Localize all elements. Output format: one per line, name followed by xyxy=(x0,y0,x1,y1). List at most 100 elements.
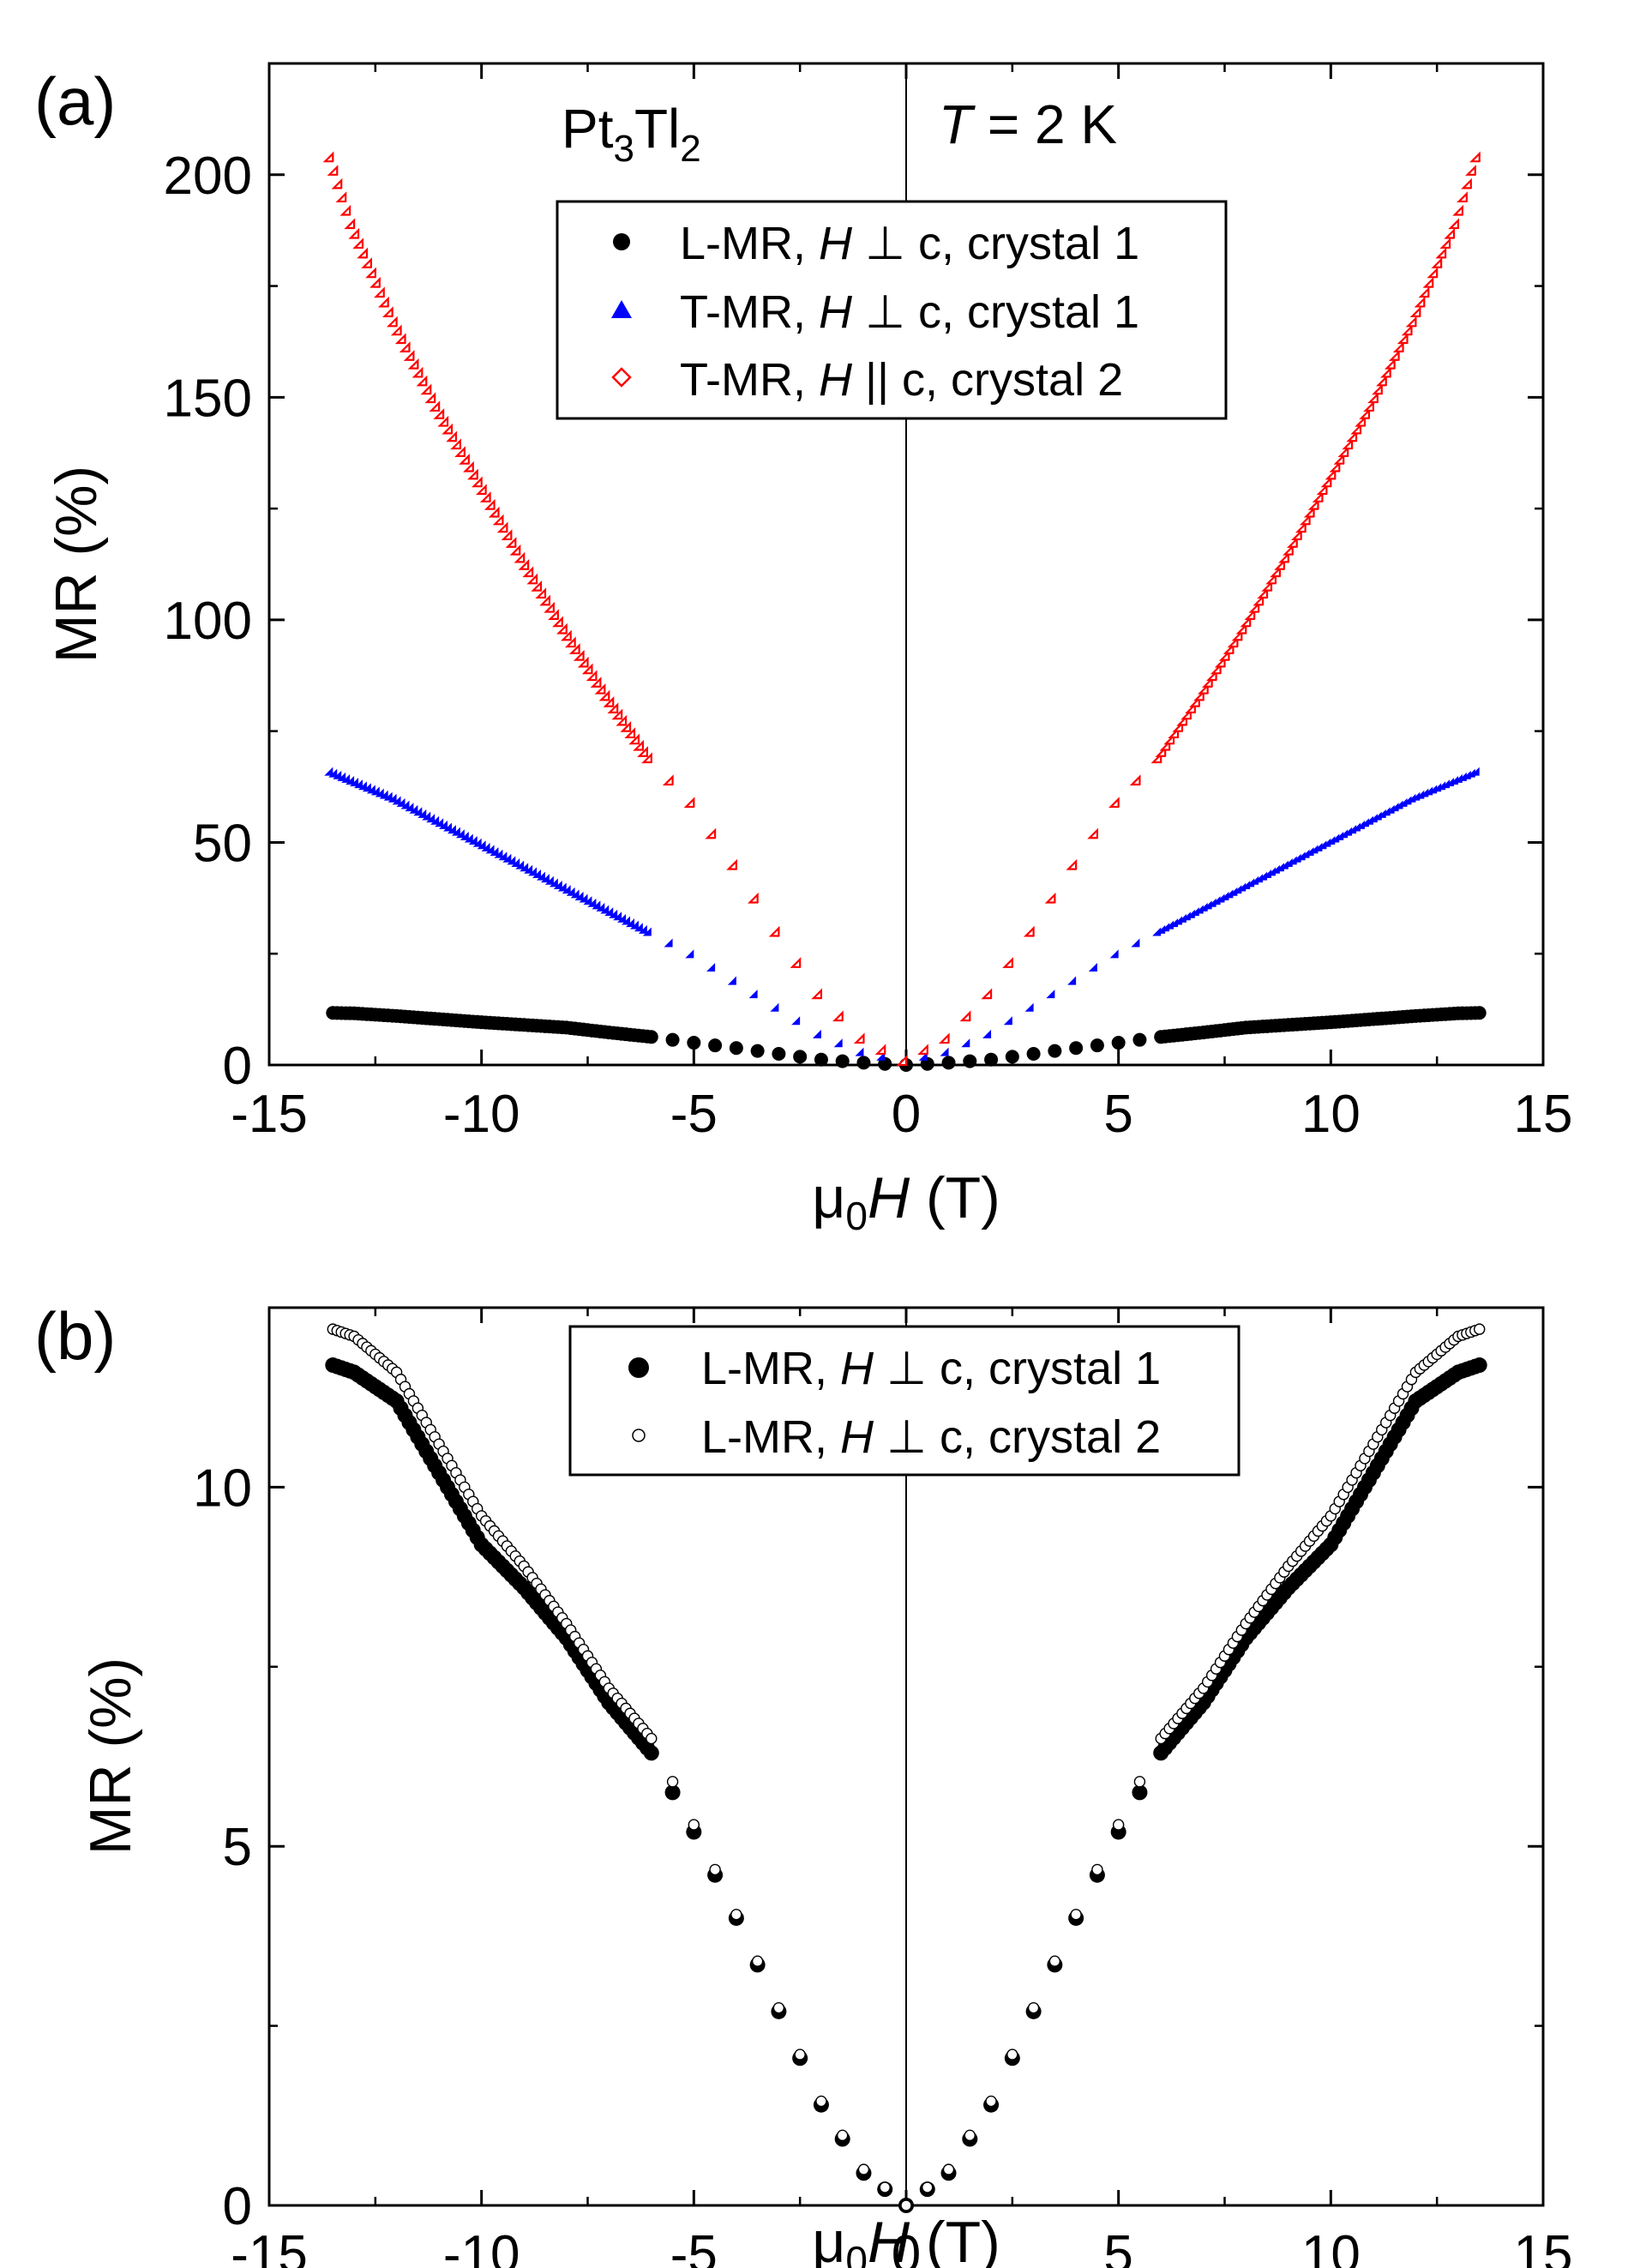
data-point-tmr2 xyxy=(1044,892,1056,904)
data-point-tmr1 xyxy=(1381,807,1391,816)
x-label-h-b: H xyxy=(868,2210,910,2268)
data-point-tmr2 xyxy=(327,165,339,176)
data-point-tmr1 xyxy=(1211,896,1221,905)
chart-b-legend: L-MR, H ⊥ c, crystal 1 L-MR, H ⊥ c, crys… xyxy=(568,1325,1241,1477)
data-point-tmr1 xyxy=(596,902,605,911)
data-point-tmr2 xyxy=(403,350,415,361)
data-point-tmr2 xyxy=(331,177,343,190)
data-point-tmr1 xyxy=(622,916,631,925)
data-point-tmr1 xyxy=(609,909,618,918)
data-point-tmr2 xyxy=(726,858,737,870)
data-point-tmr1 xyxy=(481,842,490,851)
data-point-tmr1 xyxy=(570,889,580,899)
data-point-tmr2 xyxy=(607,702,619,713)
data-point-b_lmr2 xyxy=(879,2181,891,2193)
data-point-tmr2 xyxy=(1265,573,1277,585)
data-point-tmr1 xyxy=(604,907,614,917)
data-point-tmr2 xyxy=(1355,415,1367,427)
data-point-tmr2 xyxy=(768,925,780,937)
data-point-tmr2 xyxy=(381,306,393,317)
data-point-tmr1 xyxy=(625,918,634,928)
data-point-b_lmr2 xyxy=(794,2048,806,2060)
data-point-tmr2 xyxy=(1465,165,1476,176)
data-point-tmr2 xyxy=(459,454,470,465)
data-point-tmr2 xyxy=(1452,204,1463,216)
data-point-tmr1 xyxy=(350,778,359,787)
data-point-tmr1 xyxy=(1279,860,1289,869)
data-point-tmr2 xyxy=(598,689,610,701)
compound-sub-3: 3 xyxy=(613,128,634,170)
data-point-tmr2 xyxy=(641,752,652,764)
data-point-tmr1 xyxy=(1398,797,1408,807)
data-point-tmr2 xyxy=(1320,476,1332,488)
data-point-tmr2 xyxy=(399,341,411,352)
data-point-tmr1 xyxy=(362,783,371,792)
data-point-tmr2 xyxy=(1240,616,1252,628)
data-point-tmr2 xyxy=(509,544,521,556)
data-point-tmr1 xyxy=(791,1016,801,1026)
data-point-tmr2 xyxy=(416,375,428,387)
y-tick-label: 50 xyxy=(193,814,252,873)
x-tick-label: -5 xyxy=(670,1085,718,1144)
legend-entry-b-lmr-crystal-2: L-MR, H ⊥ c, crystal 2 xyxy=(701,1411,1161,1463)
data-point-tmr1 xyxy=(430,815,440,825)
data-point-tmr2 xyxy=(624,727,636,739)
data-point-tmr2 xyxy=(1401,324,1413,336)
data-point-tmr2 xyxy=(472,476,483,488)
data-point-tmr1 xyxy=(426,814,436,823)
data-point-tmr1 xyxy=(536,871,545,881)
chart-a-x-axis-label: μ0H (T) xyxy=(812,1165,1000,1238)
data-point-tmr1 xyxy=(451,827,460,836)
data-point-tmr1 xyxy=(1339,829,1349,839)
data-point-tmr2 xyxy=(1461,177,1472,190)
data-point-tmr2 xyxy=(1427,267,1439,279)
data-point-tmr2 xyxy=(1325,468,1337,480)
data-point-tmr2 xyxy=(344,218,356,230)
data-point-tmr2 xyxy=(531,580,543,592)
data-point-tmr2 xyxy=(611,708,623,720)
data-point-tmr2 xyxy=(442,423,454,435)
data-point-tmr2 xyxy=(662,774,674,786)
data-point-tmr1 xyxy=(982,1029,992,1038)
data-point-lmr1 xyxy=(1069,1041,1084,1056)
data-point-tmr2 xyxy=(590,677,602,688)
data-point-tmr1 xyxy=(422,811,431,821)
data-point-tmr1 xyxy=(1181,911,1191,921)
x-tick-label: 10 xyxy=(1301,2225,1361,2268)
legend-marker-tmr-crystal-1 xyxy=(611,300,632,318)
data-point-tmr1 xyxy=(1259,871,1268,881)
data-point-lmr1 xyxy=(1132,1032,1147,1047)
data-point-tmr1 xyxy=(345,775,355,785)
data-point-tmr2 xyxy=(561,629,572,641)
data-point-lmr1 xyxy=(708,1038,723,1053)
data-point-tmr2 xyxy=(1384,358,1396,370)
data-point-tmr1 xyxy=(587,898,597,907)
data-point-tmr2 xyxy=(1244,609,1256,620)
data-point-tmr2 xyxy=(1337,446,1349,457)
legend-entry-lmr-crystal-1: L-MR, H ⊥ c, crystal 1 xyxy=(680,218,1139,269)
data-point-tmr1 xyxy=(498,851,508,861)
data-point-tmr2 xyxy=(790,957,802,968)
chart-b-y-axis-label: MR (%) xyxy=(78,1657,143,1855)
data-point-tmr1 xyxy=(1224,889,1234,899)
x-label-mu-b: μ xyxy=(812,2210,845,2268)
x-label-unit-b: (T) xyxy=(910,2210,1000,2268)
data-point-tmr2 xyxy=(1270,566,1281,578)
legend-marker-b-lmr-crystal-2 xyxy=(632,1429,646,1442)
compound-tl: Tl xyxy=(634,98,680,159)
data-point-tmr1 xyxy=(413,807,423,816)
data-point-tmr2 xyxy=(1299,514,1311,526)
data-point-tmr2 xyxy=(811,988,823,1000)
legend-marker-lmr-crystal-1 xyxy=(613,233,630,250)
data-point-tmr1 xyxy=(613,911,622,921)
data-point-tmr1 xyxy=(1266,867,1276,876)
data-point-b_lmr2 xyxy=(857,2163,870,2175)
data-point-tmr1 xyxy=(502,853,512,863)
data-point-tmr2 xyxy=(1295,521,1307,533)
data-point-tmr1 xyxy=(1296,851,1306,861)
data-point-tmr2 xyxy=(620,721,632,732)
data-point-tmr2 xyxy=(573,649,585,661)
data-point-tmr1 xyxy=(1173,916,1182,925)
data-point-tmr2 xyxy=(479,491,491,502)
